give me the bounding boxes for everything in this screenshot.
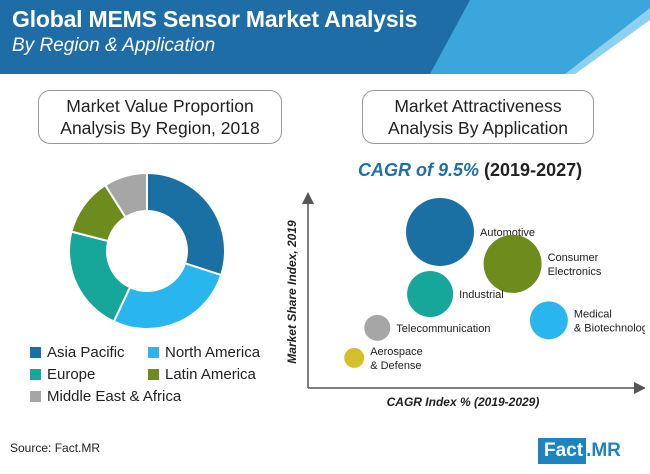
bubble-telecommunication [364, 314, 391, 341]
region-heading-line2: Analysis By Region, 2018 [60, 118, 260, 138]
header-banner: Global MEMS Sensor Market Analysis By Re… [0, 0, 650, 74]
page-title: Global MEMS Sensor Market Analysis [12, 6, 418, 32]
donut-slice-north-america [112, 262, 223, 330]
cagr-caption: CAGR of 9.5% (2019-2027) [358, 160, 608, 181]
application-chart-heading: Market Attractiveness Analysis By Applic… [362, 90, 594, 144]
bubble-label-telecommunication: Telecommunication [396, 323, 490, 335]
donut-slice-europe [68, 230, 132, 323]
legend-label-europe: Europe [47, 366, 96, 383]
bubble-automotive [406, 197, 474, 266]
legend-item-middle-east-africa: Middle East & Africa [30, 388, 181, 405]
brand-logo-part2: .MR [586, 438, 621, 464]
bubble-label-automotive: Automotive [480, 227, 535, 239]
legend-item-latin-america: Latin America [148, 366, 256, 383]
bubble-label-aerospace-defense: Aerospace & Defense [370, 346, 423, 372]
donut-slice-middle-east-africa [103, 171, 148, 219]
legend-item-north-america: North America [148, 344, 260, 361]
bubble-medical-biotechnology [529, 301, 568, 340]
application-heading-line2: Analysis By Application [388, 118, 568, 138]
legend-item-asia-pacific: Asia Pacific [30, 344, 125, 361]
source-note: Source: Fact.MR [10, 441, 101, 455]
cagr-period: (2019-2027) [479, 160, 583, 180]
bubble-industrial [407, 271, 454, 317]
header-mid-band [420, 0, 650, 74]
bubble-consumer-electronics [483, 234, 542, 293]
legend-label-latin-america: Latin America [165, 366, 256, 383]
legend-label-asia-pacific: Asia Pacific [47, 344, 125, 361]
legend-label-middle-east-africa: Middle East & Africa [47, 388, 182, 405]
legend-label-north-america: North America [165, 344, 261, 361]
donut-slice-asia-pacific [146, 171, 226, 277]
header-background [0, 0, 650, 74]
brand-logo-part1: Fact [538, 438, 587, 464]
application-bubble-chart: CAGR Index % (2019-2029) Market Share Ind… [285, 192, 645, 409]
cagr-value: CAGR of 9.5% [358, 160, 480, 180]
x-axis-label: CAGR Index % (2019-2029) [387, 395, 540, 409]
legend-swatch-latin-america [148, 369, 159, 380]
bubble-label-industrial: Industrial [459, 289, 504, 301]
legend-swatch-north-america [148, 347, 159, 358]
legend-swatch-asia-pacific [30, 347, 41, 358]
bubble-label-medical-biotechnology: Medical& Biotechnology [574, 308, 645, 334]
region-donut-chart [68, 171, 226, 330]
bubble-aerospace-defense [344, 347, 365, 368]
legend-swatch-middle-east-africa [30, 391, 41, 402]
brand-logo: Fact .MR [538, 438, 644, 464]
region-chart-heading: Market Value Proportion Analysis By Regi… [38, 90, 282, 144]
header-dark-front [0, 0, 470, 74]
legend-swatch-europe [30, 369, 41, 380]
y-axis-label: Market Share Index, 2019 [285, 220, 299, 364]
region-heading-line1: Market Value Proportion [66, 96, 254, 116]
legend-item-europe: Europe [30, 366, 95, 383]
application-heading-line1: Market Attractiveness [394, 96, 562, 116]
bubble-label-consumer-electronics: Consumer Electronics [548, 252, 602, 278]
page-subtitle: By Region & Application [12, 35, 216, 56]
